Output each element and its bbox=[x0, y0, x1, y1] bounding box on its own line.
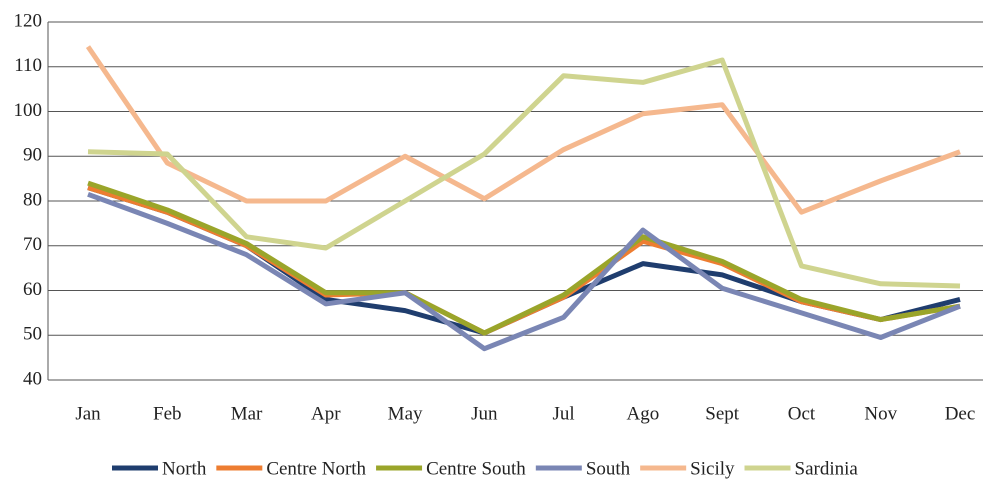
x-tick-label: Jun bbox=[471, 403, 498, 424]
legend-item: Sicily bbox=[640, 458, 735, 479]
y-tick-label: 60 bbox=[23, 279, 42, 300]
legend-label: Sardinia bbox=[795, 458, 859, 479]
legend-item: Centre North bbox=[216, 458, 367, 479]
y-tick-label: 110 bbox=[14, 55, 42, 76]
y-tick-label: 70 bbox=[23, 234, 42, 255]
series-line bbox=[87, 191, 961, 352]
series-line bbox=[87, 57, 961, 289]
y-tick-label: 50 bbox=[23, 324, 42, 345]
legend-item: Sardinia bbox=[744, 458, 859, 479]
x-tick-label: Mar bbox=[231, 403, 263, 424]
x-tick-label: Ago bbox=[627, 403, 660, 424]
x-tick-label: May bbox=[388, 403, 423, 424]
y-tick-label: 90 bbox=[23, 145, 42, 166]
legend-label: South bbox=[586, 458, 631, 479]
x-tick-label: Nov bbox=[864, 403, 897, 424]
x-tick-label: Sept bbox=[705, 403, 740, 424]
y-tick-label: 120 bbox=[14, 10, 43, 31]
legend-label: North bbox=[162, 458, 207, 479]
legend-item: South bbox=[535, 458, 631, 479]
legend-item: Centre South bbox=[376, 458, 526, 479]
legend-label: Sicily bbox=[690, 458, 735, 479]
x-tick-label: Feb bbox=[153, 403, 182, 424]
legend-item: North bbox=[112, 458, 207, 479]
legend-label: Centre North bbox=[266, 458, 366, 479]
x-tick-label: Jul bbox=[553, 403, 575, 424]
series-line bbox=[87, 180, 961, 336]
y-tick-label: 100 bbox=[14, 100, 43, 121]
x-tick-label: Oct bbox=[788, 403, 816, 424]
y-tick-label: 80 bbox=[23, 189, 42, 210]
x-tick-label: Apr bbox=[311, 403, 341, 424]
legend-label: Centre South bbox=[426, 458, 526, 479]
y-tick-label: 40 bbox=[23, 368, 42, 389]
x-tick-label: Jan bbox=[75, 403, 101, 424]
x-tick-label: Dec bbox=[945, 403, 976, 424]
series-line bbox=[85, 45, 961, 215]
